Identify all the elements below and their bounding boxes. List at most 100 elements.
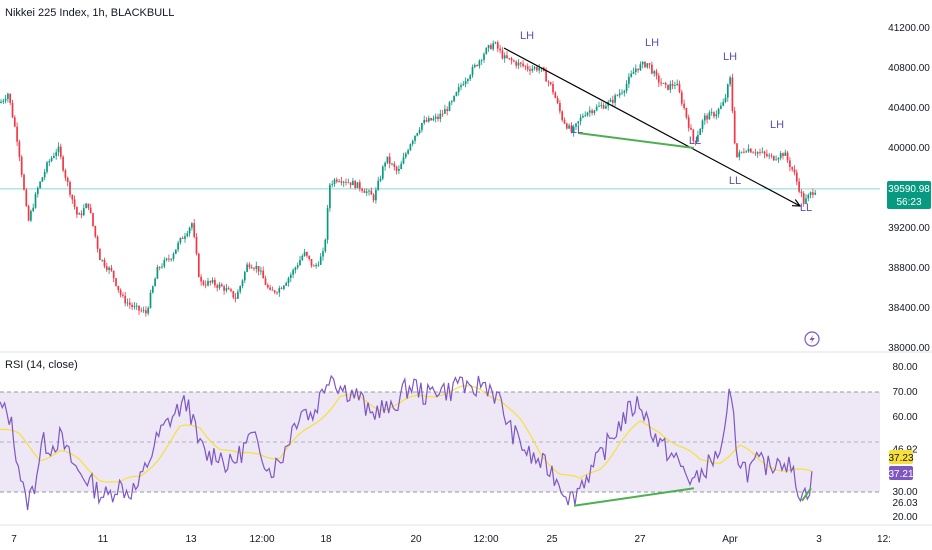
candle [690, 124, 692, 130]
candle [264, 275, 267, 286]
rsi-tick-label: 80.00 [892, 362, 917, 373]
candle [501, 47, 504, 60]
candle [36, 186, 39, 198]
candle [570, 122, 573, 134]
ll-annotation: LL [729, 175, 741, 187]
rsi-panel [0, 374, 880, 511]
candle [269, 284, 271, 291]
candle [170, 258, 173, 262]
time-tick-label: Apr [722, 534, 738, 545]
time-tick-label: 27 [634, 534, 646, 545]
candle [292, 268, 294, 279]
candle [777, 157, 780, 163]
candle [59, 143, 62, 160]
candle [588, 106, 591, 117]
candle [683, 99, 685, 111]
candle [147, 306, 150, 316]
price-tick-label: 38800.00 [888, 263, 930, 274]
candle [202, 279, 205, 287]
candle [301, 253, 304, 261]
time-tick-label: 11 [98, 534, 109, 545]
candle [239, 285, 242, 294]
candle [814, 189, 817, 196]
candle [402, 152, 405, 165]
candle [82, 204, 85, 217]
candle [220, 282, 223, 287]
candle [331, 180, 334, 188]
candle [575, 122, 577, 130]
rsi-badges: 37.23 37.21 [888, 450, 914, 480]
candle [641, 60, 644, 69]
candle [485, 47, 488, 55]
candle [25, 187, 28, 208]
candle [27, 204, 30, 222]
countdown-value: 56:23 [896, 197, 921, 208]
candle [552, 81, 554, 95]
candle [163, 257, 166, 269]
candle [519, 61, 522, 68]
candle [34, 191, 37, 209]
ll-annotation: LL [571, 124, 583, 136]
candle [644, 60, 646, 68]
candle [340, 176, 343, 186]
candle [634, 64, 637, 76]
candle [752, 151, 754, 154]
candle [538, 63, 541, 74]
candle [499, 45, 501, 54]
candle [400, 161, 403, 170]
ll-annotation: LL [800, 202, 812, 214]
rsi-divergence-line [573, 487, 812, 507]
candle [354, 180, 357, 190]
candle [586, 111, 589, 117]
candle [329, 183, 331, 212]
bolt-icon[interactable] [804, 331, 820, 347]
candle [602, 102, 605, 110]
candle [779, 150, 782, 161]
candle [473, 63, 476, 69]
candle [250, 264, 253, 269]
candle [579, 114, 582, 126]
candle [168, 254, 170, 263]
candle [94, 225, 97, 239]
candle [319, 253, 322, 266]
candle [754, 148, 757, 156]
candle [733, 106, 736, 145]
candle [41, 176, 44, 182]
candle [724, 93, 727, 104]
candle [795, 169, 798, 186]
candle [142, 306, 145, 313]
candle [50, 155, 53, 163]
candle [802, 191, 805, 207]
candle [706, 113, 708, 124]
rsi-tick-label: 20.00 [892, 512, 917, 523]
candle [515, 60, 518, 69]
candle [133, 302, 136, 310]
price-panel: LH LH LH LH LL LL LL LL [0, 30, 880, 347]
candle [430, 117, 432, 121]
lh-annotation: LH [520, 30, 534, 42]
time-tick-label: 3 [816, 534, 822, 545]
candle [358, 179, 361, 192]
candle [809, 191, 812, 199]
candle [487, 44, 490, 52]
candle [678, 80, 681, 94]
candle [427, 115, 430, 123]
candle [174, 249, 177, 255]
price-tick-label: 40800.00 [888, 63, 930, 74]
candle [494, 41, 497, 45]
candle [368, 189, 370, 196]
candle [713, 111, 715, 119]
candle [460, 82, 462, 91]
candle [409, 143, 412, 151]
candle [598, 101, 600, 108]
candle [490, 43, 492, 50]
candle [812, 188, 814, 199]
candle [549, 81, 552, 86]
candle [381, 165, 384, 181]
candle [577, 121, 580, 128]
candle [524, 65, 527, 71]
candle [78, 212, 81, 215]
candle [375, 187, 377, 204]
candle [404, 151, 407, 159]
